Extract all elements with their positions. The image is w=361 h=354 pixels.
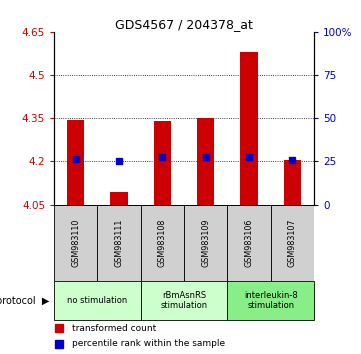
- Text: interleukin-8
stimulation: interleukin-8 stimulation: [244, 291, 297, 310]
- Text: GSM983106: GSM983106: [245, 219, 253, 267]
- Text: GSM983111: GSM983111: [115, 219, 123, 267]
- Text: GSM983110: GSM983110: [71, 219, 80, 267]
- Text: percentile rank within the sample: percentile rank within the sample: [72, 339, 226, 348]
- Text: rBmAsnRS
stimulation: rBmAsnRS stimulation: [161, 291, 208, 310]
- Text: protocol  ▶: protocol ▶: [0, 296, 49, 306]
- Bar: [154, 121, 171, 205]
- Bar: [227, 281, 314, 320]
- Bar: [141, 205, 184, 281]
- Bar: [97, 205, 141, 281]
- Bar: [184, 205, 227, 281]
- Bar: [197, 118, 214, 205]
- Bar: [141, 281, 227, 320]
- Bar: [271, 205, 314, 281]
- Bar: [240, 52, 258, 205]
- Text: transformed count: transformed count: [72, 324, 157, 333]
- Text: GSM983108: GSM983108: [158, 219, 167, 267]
- Text: no stimulation: no stimulation: [68, 296, 127, 305]
- Text: GSM983109: GSM983109: [201, 219, 210, 267]
- Title: GDS4567 / 204378_at: GDS4567 / 204378_at: [115, 18, 253, 31]
- Bar: [284, 160, 301, 205]
- Bar: [227, 205, 271, 281]
- Bar: [110, 192, 128, 205]
- Bar: [54, 205, 97, 281]
- Bar: [67, 120, 84, 205]
- Bar: [54, 281, 141, 320]
- Text: GSM983107: GSM983107: [288, 219, 297, 267]
